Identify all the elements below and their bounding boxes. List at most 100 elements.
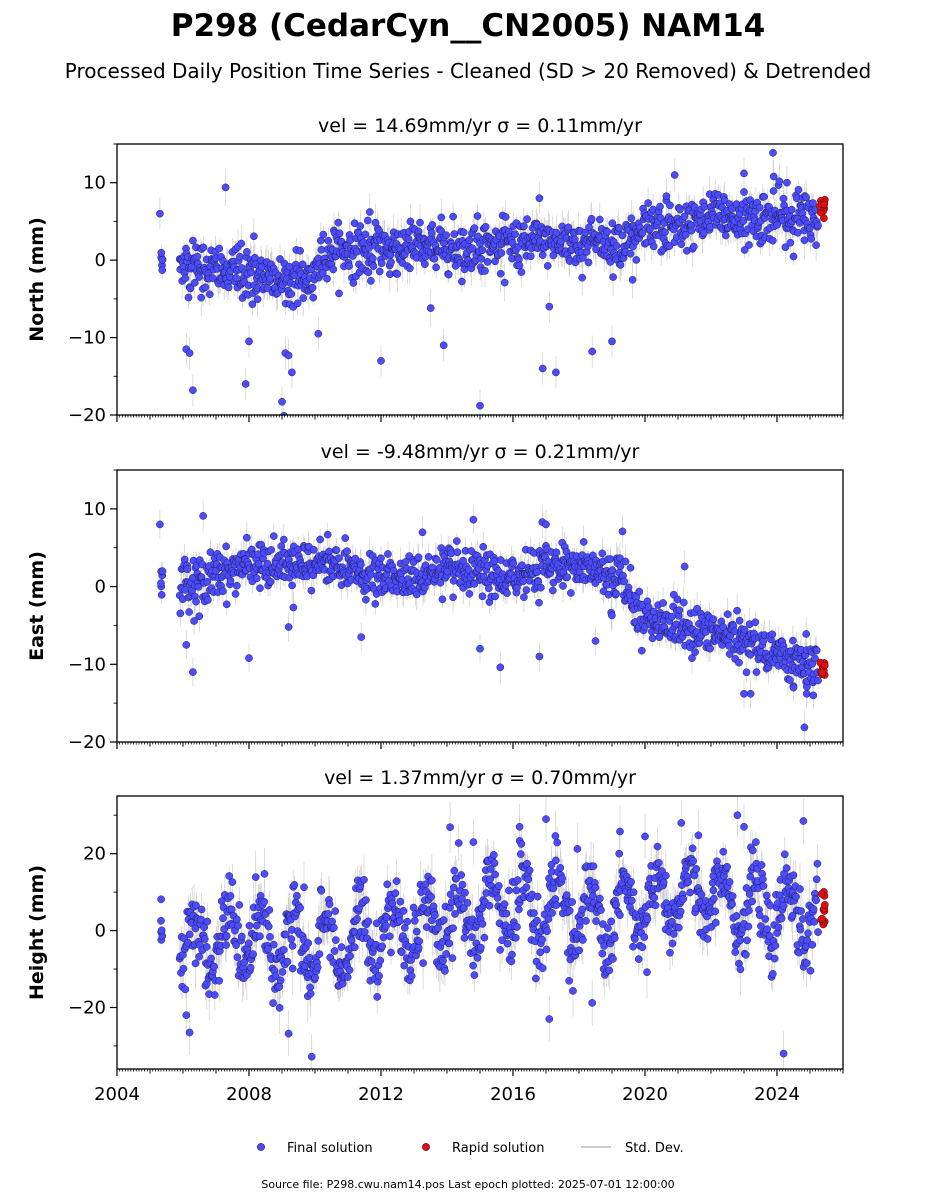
final-solution-point	[329, 265, 338, 274]
rapid-solution-points	[816, 658, 829, 679]
final-solution-point	[215, 244, 224, 253]
final-solution-point	[742, 668, 751, 677]
final-solution-point	[740, 188, 748, 196]
final-solution-point	[438, 595, 447, 604]
final-solution-point	[479, 542, 488, 551]
final-solution-point	[628, 275, 637, 284]
final-solution-point	[807, 234, 815, 243]
final-solution-point	[768, 630, 777, 639]
final-solution-point	[481, 267, 489, 275]
final-solution-point	[284, 623, 293, 631]
final-solution-point	[253, 295, 262, 304]
final-solution-point	[199, 243, 208, 252]
final-solution-point	[256, 584, 264, 593]
final-solution-point	[538, 364, 547, 373]
final-solution-point	[814, 221, 822, 230]
final-solution-point	[632, 256, 641, 264]
final-solution-point	[615, 224, 624, 233]
final-solution-point	[459, 228, 468, 237]
final-solution-point	[195, 612, 204, 621]
final-solution-point	[523, 215, 531, 223]
y-axis-label: North (mm)	[26, 217, 48, 342]
final-solution-point	[800, 236, 809, 245]
final-solution-point	[309, 293, 318, 302]
final-solution-point	[237, 239, 246, 248]
final-solution-point	[616, 261, 625, 269]
final-solution-point	[288, 368, 296, 377]
final-solution-point	[809, 691, 818, 700]
final-solution-point	[266, 577, 275, 586]
rapid-solution-points	[816, 195, 829, 223]
final-solution-point	[365, 208, 374, 216]
final-solution-point	[232, 581, 241, 590]
final-solution-point	[375, 267, 384, 276]
final-solution-point	[709, 615, 718, 624]
final-solution-point	[424, 553, 433, 561]
final-solution-point	[369, 262, 378, 270]
final-solution-point	[296, 246, 304, 255]
final-solution-point	[186, 284, 195, 293]
final-solution-point	[279, 535, 288, 544]
panel-1-data	[156, 144, 829, 415]
y-tick-label: −10	[68, 654, 106, 675]
x-ticks	[116, 415, 844, 422]
final-solution-point	[769, 148, 777, 157]
final-solution-point	[335, 554, 343, 562]
final-solution-point	[393, 270, 402, 278]
final-solution-point	[740, 689, 748, 698]
final-solution-point	[428, 221, 437, 229]
final-solution-point	[439, 341, 448, 350]
final-solution-point	[189, 236, 197, 245]
final-solution-point	[412, 590, 421, 599]
y-ticks	[110, 469, 117, 743]
final-solution-point	[468, 244, 477, 253]
final-solution-point	[193, 252, 202, 261]
final-solution-point	[786, 238, 795, 247]
final-solution-point	[680, 562, 689, 571]
final-solution-point	[802, 193, 810, 202]
final-solution-point	[779, 194, 788, 203]
final-solution-point	[687, 226, 696, 235]
final-solution-point	[349, 279, 358, 287]
final-solution-point	[483, 258, 492, 266]
final-solution-point	[314, 329, 323, 338]
final-solution-point	[557, 237, 565, 246]
final-solution-point	[746, 650, 755, 659]
final-solution-point	[677, 240, 686, 249]
final-solution-point	[644, 603, 653, 611]
rapid-solution-point	[820, 200, 829, 209]
final-solution-point	[579, 538, 588, 546]
final-solution-point	[662, 192, 671, 201]
final-solution-point	[545, 302, 554, 311]
final-solution-point	[432, 556, 441, 564]
final-solution-point	[517, 268, 526, 276]
final-solution-point	[182, 641, 191, 649]
final-solution-point	[157, 591, 166, 599]
final-solution-point	[478, 592, 487, 601]
final-solution-point	[437, 213, 446, 222]
final-solution-point	[158, 567, 167, 576]
final-solution-point	[318, 269, 327, 277]
final-solution-point	[666, 201, 674, 210]
final-solution-point	[723, 610, 732, 619]
final-solution-point	[520, 593, 528, 602]
final-solution-point	[789, 252, 798, 261]
final-solution-point	[447, 549, 456, 558]
final-solution-point	[616, 554, 624, 563]
final-solution-point	[775, 177, 784, 186]
final-solution-point	[203, 577, 212, 586]
final-solution-point	[608, 337, 616, 346]
final-solution-point	[608, 219, 617, 228]
final-solution-point	[497, 249, 506, 257]
final-solution-point	[299, 294, 308, 302]
final-solution-point	[248, 300, 257, 309]
final-solution-point	[245, 337, 253, 346]
y-tick-label: 0	[95, 577, 106, 598]
final-solution-point	[426, 304, 435, 312]
final-solution-point	[809, 199, 817, 207]
final-solution-point	[176, 609, 185, 618]
final-solution-point	[241, 380, 250, 388]
final-solution-point	[794, 185, 803, 194]
final-solution-point	[659, 599, 667, 607]
final-solution-point	[357, 633, 366, 641]
